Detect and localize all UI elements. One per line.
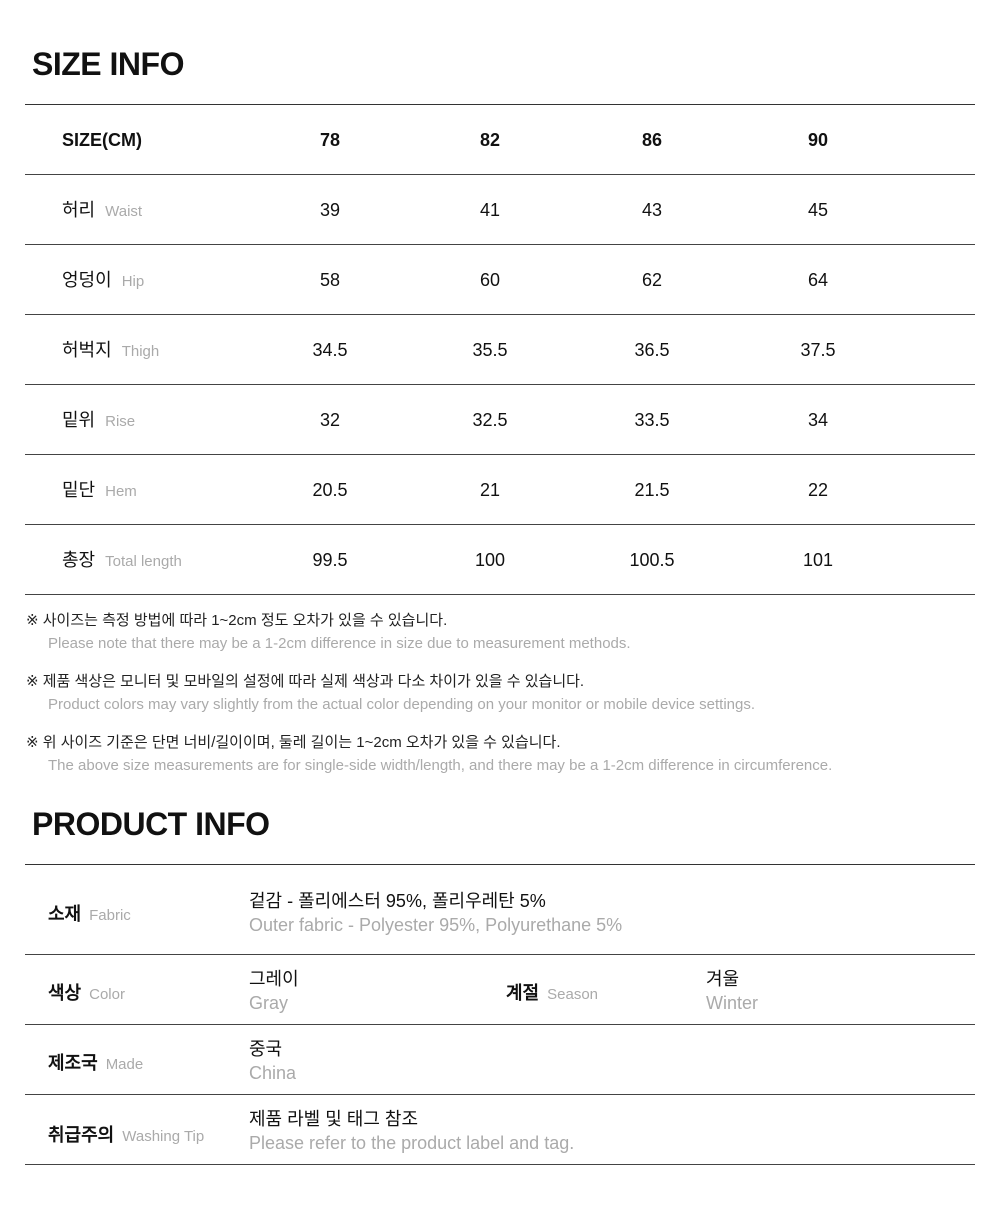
size-row: 총장 Total length 99.5 100 100.5 101: [25, 525, 975, 595]
measure-value: 32.5: [472, 410, 508, 430]
measure-value: 58: [319, 270, 341, 290]
measure-label-en: Hem: [105, 483, 137, 500]
note-ko: ※ 위 사이즈 기준은 단면 너비/길이이며, 둘레 길이는 1~2cm 오차가…: [26, 734, 561, 751]
measure-value: 32: [319, 410, 341, 430]
measure-value: 100.5: [629, 550, 675, 570]
color-season-row: 색상 Color 그레이 Gray 계절 Season 겨울 Winter: [25, 955, 975, 1025]
size-note: ※ 위 사이즈 기준은 단면 너비/길이이며, 둘레 길이는 1~2cm 오차가…: [26, 731, 832, 774]
fabric-label-en: Fabric: [89, 907, 131, 924]
measure-value: 43: [641, 200, 663, 220]
measure-label-en: Hip: [121, 273, 145, 290]
measure-label: 허리 Waist: [62, 175, 142, 247]
measure-value: 20.5: [312, 480, 348, 500]
size-row: 밑위 Rise 32 32.5 33.5 34: [25, 385, 975, 455]
washing-label: 취급주의: [48, 1125, 115, 1145]
measure-label: 밑단 Hem: [62, 455, 137, 527]
measure-value: 60: [479, 270, 501, 290]
size-78: 78: [319, 130, 341, 150]
measure-value: 21.5: [634, 480, 670, 500]
size-header-row: SIZE(CM) 78 82 86 90: [25, 105, 975, 175]
measure-label-en: Thigh: [121, 343, 160, 360]
measure-value: 22: [807, 480, 829, 500]
measure-label-ko: 밑위: [62, 410, 96, 430]
size-header-label: SIZE(CM): [62, 130, 142, 150]
measure-label: 밑위 Rise: [62, 385, 135, 457]
washing-label-en: Washing Tip: [122, 1128, 205, 1145]
measure-value: 21: [479, 480, 501, 500]
measure-value: 62: [641, 270, 663, 290]
note-ko: ※ 사이즈는 측정 방법에 따라 1~2cm 정도 오차가 있을 수 있습니다.: [26, 612, 448, 629]
measure-label-en: Rise: [105, 413, 136, 430]
divider: [25, 864, 975, 865]
size-86: 86: [641, 130, 663, 150]
note-en: Please note that there may be a 1-2cm di…: [48, 635, 631, 652]
made-value: 중국: [249, 1039, 283, 1059]
measure-label-ko: 밑단: [62, 480, 96, 500]
measure-value: 35.5: [472, 340, 508, 360]
size-note: ※ 사이즈는 측정 방법에 따라 1~2cm 정도 오차가 있을 수 있습니다.…: [26, 609, 631, 652]
fabric-value: 겉감 - 폴리에스터 95%, 폴리우레탄 5%: [249, 891, 546, 911]
measure-label: 총장 Total length: [62, 525, 182, 597]
measure-label: 허벅지 Thigh: [62, 315, 159, 387]
product-info-title: PRODUCT INFO: [32, 806, 270, 842]
measure-value: 36.5: [634, 340, 670, 360]
color-label: 색상: [48, 983, 82, 1003]
season-value: 겨울: [706, 969, 740, 989]
made-value-en: China: [249, 1063, 297, 1083]
season-label-en: Season: [547, 986, 598, 1003]
made-label: 제조국: [48, 1053, 98, 1073]
fabric-row: 소재 Fabric 겉감 - 폴리에스터 95%, 폴리우레탄 5% Outer f…: [25, 865, 975, 955]
washing-value-en: Please refer to the product label and ta…: [249, 1133, 575, 1153]
size-row: 허벅지 Thigh 34.5 35.5 36.5 37.5: [25, 315, 975, 385]
measure-label-ko: 총장: [62, 550, 96, 570]
measure-value: 37.5: [800, 340, 836, 360]
measure-label: 엉덩이 Hip: [62, 245, 144, 317]
measure-value: 45: [807, 200, 829, 220]
measure-value: 100: [474, 550, 506, 570]
season-label: 계절: [506, 983, 540, 1003]
made-row: 제조국 Made 중국 China: [25, 1025, 975, 1095]
size-row: 허리 Waist 39 41 43 45: [25, 175, 975, 245]
color-value: 그레이: [249, 969, 299, 989]
measure-label-ko: 엉덩이: [62, 270, 112, 290]
measure-label-en: Waist: [105, 203, 143, 220]
washing-value: 제품 라벨 및 태그 참조: [249, 1109, 419, 1129]
measure-label-ko: 허벅지: [62, 340, 112, 360]
measure-value: 101: [802, 550, 834, 570]
made-label-en: Made: [105, 1056, 144, 1073]
size-info-title: SIZE INFO: [32, 46, 184, 82]
measure-value: 34.5: [312, 340, 348, 360]
note-en: Product colors may vary slightly from th…: [48, 696, 755, 713]
size-82: 82: [479, 130, 501, 150]
fabric-label: 소재: [48, 904, 82, 924]
measure-value: 34: [807, 410, 829, 430]
note-en: The above size measurements are for sing…: [48, 757, 833, 774]
size-note: ※ 제품 색상은 모니터 및 모바일의 설정에 따라 실제 색상과 다소 차이가…: [26, 670, 755, 713]
color-value-en: Gray: [249, 993, 289, 1013]
size-row: 밑단 Hem 20.5 21 21.5 22: [25, 455, 975, 525]
size-row: 엉덩이 Hip 58 60 62 64: [25, 245, 975, 315]
measure-value: 33.5: [634, 410, 670, 430]
measure-value: 99.5: [312, 550, 348, 570]
measure-value: 39: [319, 200, 341, 220]
washing-row: 취급주의 Washing Tip 제품 라벨 및 태그 참조 Please refe…: [25, 1095, 975, 1165]
fabric-value-en: Outer fabric - Polyester 95%, Polyuretha…: [249, 915, 623, 935]
divider: [25, 104, 975, 105]
measure-value: 64: [807, 270, 829, 290]
measure-label-en: Total length: [105, 553, 182, 570]
size-90: 90: [807, 130, 829, 150]
season-value-en: Winter: [706, 993, 759, 1013]
color-label-en: Color: [89, 986, 125, 1003]
measure-value: 41: [479, 200, 501, 220]
note-ko: ※ 제품 색상은 모니터 및 모바일의 설정에 따라 실제 색상과 다소 차이가…: [26, 673, 585, 690]
measure-label-ko: 허리: [62, 200, 96, 220]
